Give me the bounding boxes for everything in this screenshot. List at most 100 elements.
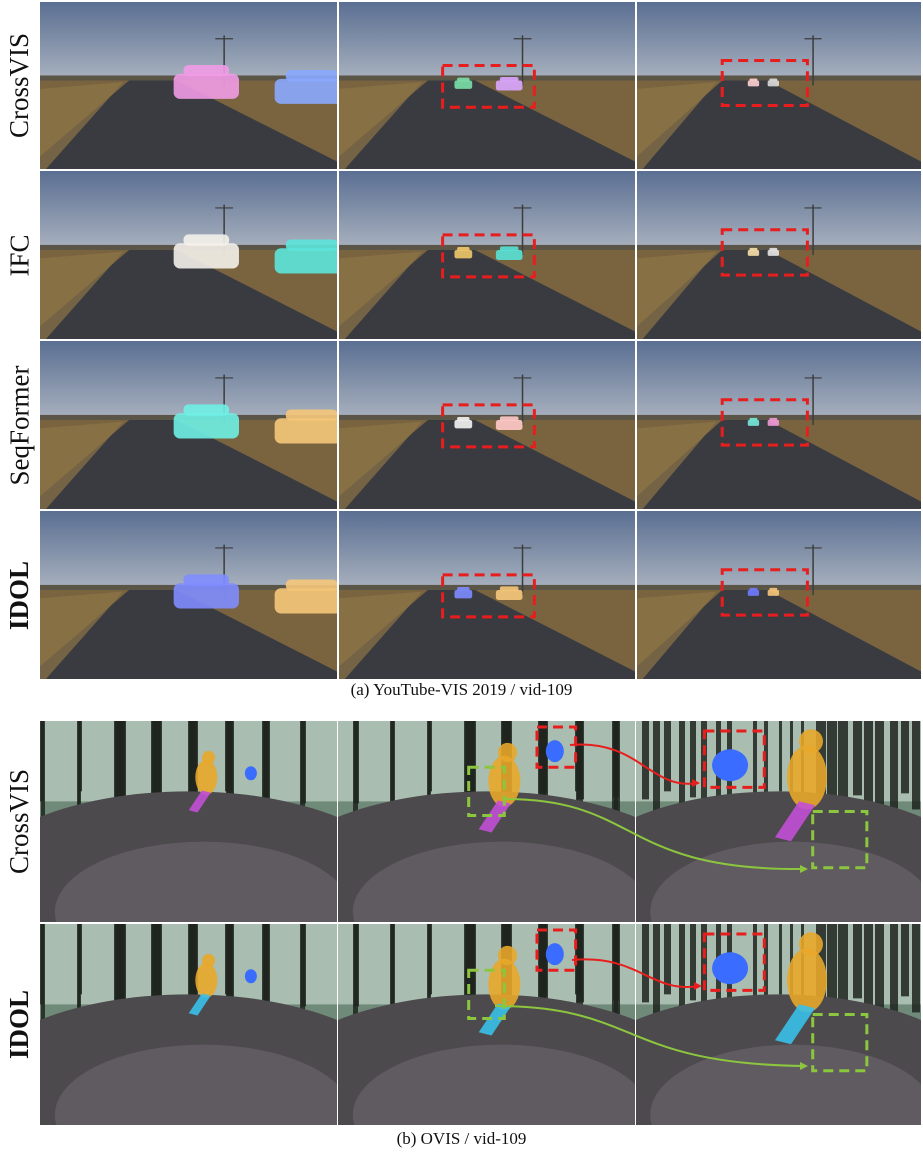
video-frame	[40, 924, 337, 1125]
video-frame	[40, 721, 337, 922]
road-scene	[339, 2, 635, 169]
rider-mask	[188, 750, 218, 813]
rider-mask	[775, 729, 827, 842]
car-mask	[747, 417, 760, 426]
highlight-box	[535, 928, 578, 972]
road-scene	[40, 171, 337, 339]
road-scene	[637, 171, 921, 339]
highlight-box	[535, 725, 578, 769]
video-frame	[40, 2, 337, 169]
video-frame	[637, 511, 921, 679]
rider-mask	[545, 943, 564, 966]
forest-scene	[40, 924, 337, 1125]
road-scene	[637, 2, 921, 169]
video-frame	[339, 511, 635, 679]
red-track-arrow	[571, 958, 701, 989]
car-mask	[173, 404, 239, 439]
method-label: SeqFormer	[4, 365, 35, 485]
rider-mask	[712, 952, 749, 985]
car-mask	[747, 247, 760, 256]
car-mask	[274, 239, 337, 274]
forest-scene	[636, 924, 921, 1125]
row-b-1: CrossVIS	[0, 721, 923, 922]
road-scene	[339, 511, 635, 679]
row-a-2: IFC	[0, 171, 923, 339]
car-mask	[274, 70, 337, 104]
car-mask	[747, 587, 760, 596]
road-scene	[637, 511, 921, 679]
rider-mask	[775, 932, 827, 1045]
rider-mask	[478, 945, 521, 1036]
video-frame	[637, 2, 921, 169]
forest-scene	[40, 721, 337, 922]
road-scene	[40, 341, 337, 509]
highlight-box	[441, 573, 536, 619]
highlight-box	[811, 1012, 869, 1073]
video-frame	[338, 924, 635, 1125]
highlight-box	[441, 403, 536, 449]
track-arrows	[494, 958, 808, 1070]
row-a-1: CrossVIS	[0, 2, 923, 169]
car-mask	[173, 574, 239, 609]
video-frame	[636, 721, 921, 922]
road-scene	[339, 171, 635, 339]
method-label: IFC	[4, 233, 35, 277]
video-frame	[40, 511, 337, 679]
car-mask	[767, 78, 779, 87]
car-mask	[454, 77, 473, 89]
car-mask	[767, 417, 779, 426]
car-mask	[767, 587, 779, 596]
red-arrow-head	[692, 779, 700, 787]
caption-a: (a) YouTube-VIS 2019 / vid-109	[350, 680, 573, 699]
highlight-box	[811, 809, 869, 870]
green-track-arrow	[494, 1005, 806, 1067]
green-track-arrow	[504, 798, 806, 871]
video-frame	[637, 341, 921, 509]
row-b-2: IDOL	[0, 924, 923, 1125]
track-arrows	[504, 743, 808, 873]
video-frame	[339, 341, 635, 509]
forest-scene	[636, 721, 921, 922]
red-track-arrow	[569, 743, 699, 785]
video-frame	[40, 171, 337, 339]
highlight-box	[467, 968, 506, 1020]
method-label: CrossVIS	[4, 32, 35, 139]
highlight-box	[467, 765, 506, 817]
car-mask	[495, 416, 523, 431]
highlight-box	[441, 63, 536, 109]
car-mask	[274, 579, 337, 614]
car-mask	[274, 409, 337, 444]
video-frame	[637, 171, 921, 339]
method-label: IDOL	[4, 560, 35, 630]
video-frame	[339, 171, 635, 339]
car-mask	[454, 247, 473, 259]
forest-scene	[338, 721, 635, 922]
video-frame	[40, 341, 337, 509]
car-mask	[495, 76, 523, 91]
figure-a: CrossVIS	[0, 2, 923, 699]
red-arrow-head	[694, 982, 702, 990]
forest-scene	[338, 924, 635, 1125]
car-mask	[454, 587, 473, 599]
car-mask	[173, 65, 239, 99]
car-mask	[495, 586, 523, 601]
rider-mask	[244, 766, 257, 781]
car-mask	[495, 246, 523, 261]
highlight-box	[441, 233, 536, 279]
figure-b: CrossVIS	[0, 718, 923, 1163]
rider-mask	[188, 953, 218, 1016]
car-mask	[747, 78, 760, 87]
road-scene	[637, 341, 921, 509]
highlight-box	[702, 729, 766, 789]
car-mask	[454, 417, 473, 429]
road-scene	[339, 341, 635, 509]
road-scene	[40, 511, 337, 679]
rider-mask	[545, 740, 564, 763]
caption-b: (b) OVIS / vid-109	[396, 1129, 527, 1148]
highlight-box	[702, 932, 766, 992]
car-mask	[173, 234, 239, 269]
video-frame	[339, 2, 635, 169]
green-arrow-head	[800, 865, 808, 873]
row-a-4: IDOL	[0, 511, 923, 679]
video-frame	[338, 721, 635, 922]
